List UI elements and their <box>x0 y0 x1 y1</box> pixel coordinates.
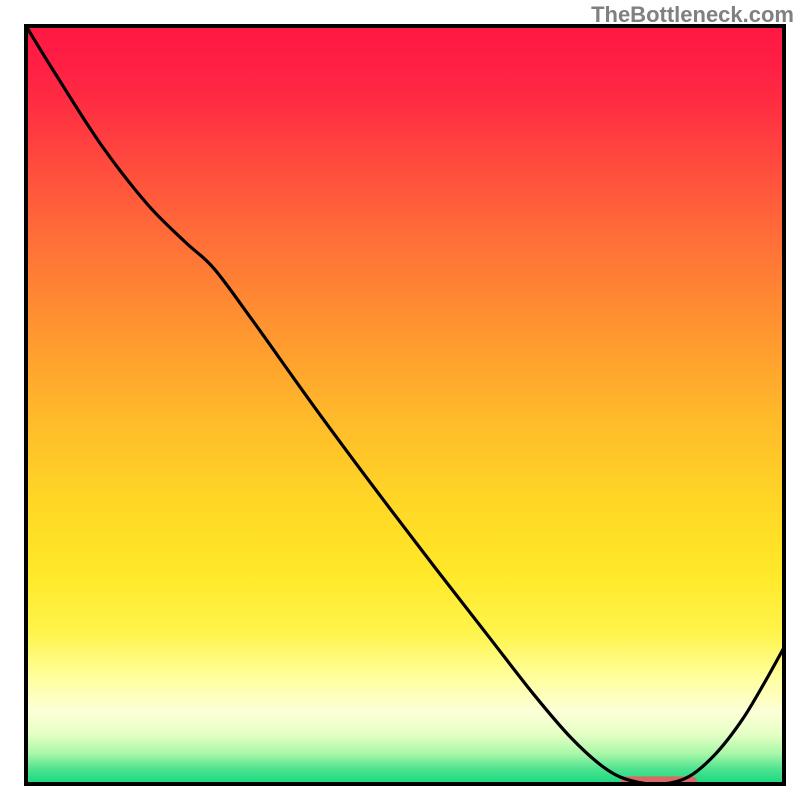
gradient-background <box>26 26 784 784</box>
chart-container: TheBottleneck.com <box>0 0 800 800</box>
watermark-text: TheBottleneck.com <box>591 2 794 28</box>
bottleneck-curve-chart <box>0 0 800 800</box>
